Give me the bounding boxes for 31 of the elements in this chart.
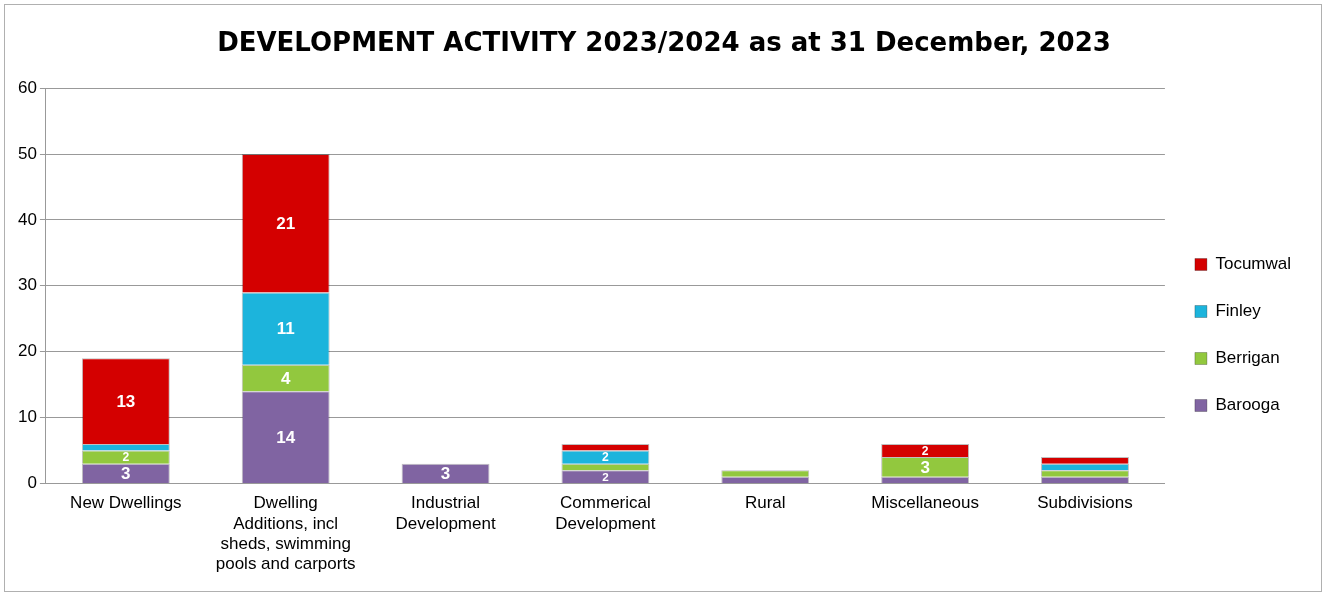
y-tick-label: 60 <box>17 77 37 97</box>
data-label: 13 <box>116 391 136 411</box>
data-label: 2 <box>921 443 929 458</box>
x-tick-label: Commerical Development <box>555 493 656 533</box>
x-tick-label: Rural <box>744 493 786 513</box>
y-tick-label: 40 <box>17 209 37 229</box>
data-label: 3 <box>920 457 930 477</box>
y-tick-label: 10 <box>17 407 37 427</box>
data-label: 2 <box>122 450 130 465</box>
legend-label: Barooga <box>1215 395 1281 415</box>
data-label: 14 <box>276 427 296 447</box>
chart-title: DEVELOPMENT ACTIVITY 2023/2024 as at 31 December, 2023 <box>216 27 1112 57</box>
x-tick-label: Subdivisions <box>1037 493 1133 513</box>
x-tick-label: Miscellaneous <box>871 493 979 513</box>
x-tick-label: Industrial Development <box>395 493 496 533</box>
data-label: 3 <box>440 463 451 483</box>
y-tick-label: 0 <box>27 473 37 493</box>
y-tick-label: 20 <box>17 341 37 361</box>
y-tick-label: 30 <box>17 275 37 295</box>
legend-label: Tocumwal <box>1215 254 1292 274</box>
data-label: 2 <box>602 469 610 483</box>
data-label: 4 <box>280 368 291 388</box>
legend-label: Berrigan <box>1215 348 1280 368</box>
data-label: 21 <box>276 213 296 233</box>
legend-label: Finley <box>1215 301 1262 321</box>
x-tick-label: Dwelling Additions, incl sheds, swimming pools and carports <box>215 493 356 574</box>
x-tick-label: New Dwellings <box>70 493 182 513</box>
data-label: 2 <box>602 450 610 465</box>
y-tick-label: 50 <box>17 143 37 163</box>
data-label: 11 <box>276 319 295 339</box>
data-label: 3 <box>121 463 131 483</box>
